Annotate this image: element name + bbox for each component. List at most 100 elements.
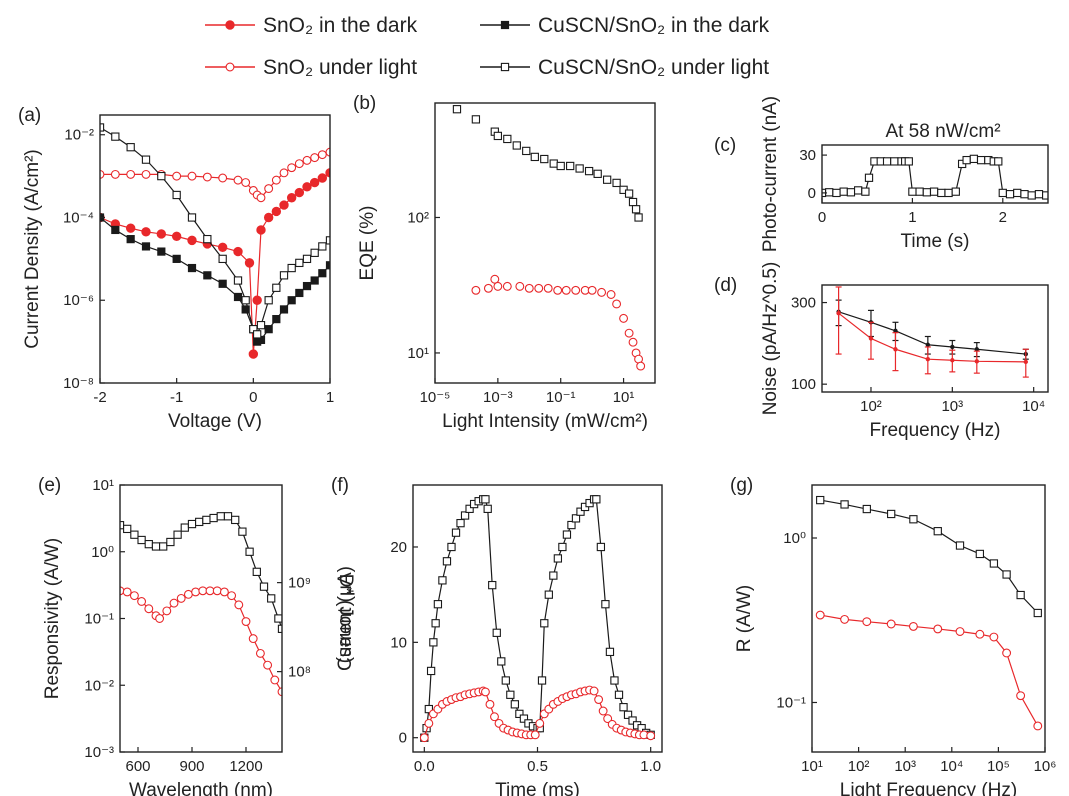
data-point-a-3	[241, 296, 250, 305]
data-point-a-0	[233, 246, 243, 257]
data-point-b-0	[631, 205, 641, 214]
data-point-g-0	[862, 504, 871, 514]
data-point-a-3	[302, 254, 312, 264]
data-point-a-1	[294, 159, 304, 169]
series-group-a	[100, 123, 330, 359]
data-point-b-1	[561, 285, 571, 295]
data-point-f-0	[483, 504, 492, 513]
data-point-f-0	[519, 714, 529, 723]
data-point-b-0	[602, 175, 612, 184]
y-tick-label-g: 10⁻¹	[776, 694, 806, 711]
data-point-b-0	[556, 161, 565, 171]
data-point-a-3	[157, 171, 166, 181]
data-point-g-1	[1033, 721, 1043, 731]
x-tick-label-d: 10²	[860, 398, 882, 415]
legend-marker-1	[500, 20, 510, 30]
x-tick-label-g: 10²	[848, 758, 870, 775]
data-point-f-0	[576, 507, 585, 516]
data-point-b-1	[515, 281, 525, 291]
x-axis-label-f: Time (ms)	[495, 780, 580, 796]
data-point-a-1	[100, 169, 105, 179]
data-point-c-0	[915, 187, 924, 196]
data-point-e-0	[245, 547, 254, 556]
panel-c: 0 1 2 0 30 Time (s) Photo-current (nA) (c) At 58…	[714, 96, 1049, 252]
data-point-a-1	[233, 175, 243, 185]
y-tick-label-e: 10¹	[92, 477, 114, 494]
data-point-b-0	[575, 164, 584, 173]
data-point-f-0	[456, 518, 465, 528]
legend: SnO₂ in the dark CuSCN/SnO₂ in the dark Sn…	[205, 14, 770, 79]
data-point-d-1	[925, 356, 931, 362]
data-point-b-0	[584, 166, 594, 176]
data-point-g-0	[840, 500, 849, 509]
y-tick-label-a: 10⁻⁶	[63, 292, 94, 309]
data-point-c-0	[951, 187, 960, 196]
x-axis-label-e: Wavelength (nm)	[129, 780, 273, 796]
data-point-a-3	[272, 283, 281, 292]
data-point-a-0	[248, 349, 259, 359]
data-point-c-0	[890, 157, 899, 166]
data-point-e-1	[270, 675, 280, 685]
data-point-c-0	[854, 186, 863, 195]
data-point-b-1	[534, 283, 544, 293]
data-point-c-0	[1005, 190, 1015, 199]
data-point-f-0	[429, 638, 438, 647]
data-point-a-2	[141, 242, 151, 251]
data-point-a-1	[202, 172, 212, 182]
x-tick-label-a: -2	[93, 389, 106, 406]
data-point-b-1	[587, 285, 597, 295]
data-point-g-0	[909, 515, 918, 524]
data-point-b-1	[471, 285, 481, 295]
data-point-f-0	[433, 600, 443, 609]
data-point-e-0	[259, 582, 269, 591]
data-point-c-0	[998, 188, 1007, 198]
data-point-a-2	[287, 296, 296, 305]
data-point-a-0	[294, 187, 305, 198]
data-point-f-0	[614, 690, 624, 699]
data-point-d-0	[950, 344, 955, 350]
y2-tick-label-e: 10⁸	[288, 664, 311, 681]
data-point-g-0	[975, 549, 985, 559]
panel-d: 10² 10³ 10⁴ 100 300 Frequency (Hz) Noise (pA/H…	[714, 262, 1049, 441]
data-point-b-1	[628, 337, 638, 347]
legend-label-1: CuSCN/SnO₂ in the dark	[538, 14, 770, 37]
data-point-b-1	[571, 285, 581, 295]
data-point-f-1	[535, 718, 545, 728]
data-point-a-2	[318, 269, 327, 278]
data-point-e-1	[198, 586, 208, 596]
data-point-b-0	[530, 152, 539, 162]
data-point-d-1	[893, 347, 898, 352]
data-point-f-0	[424, 704, 433, 714]
data-point-g-0	[933, 527, 942, 536]
data-point-a-2	[218, 279, 227, 288]
data-point-b-1	[553, 285, 563, 295]
legend-marker-3	[500, 62, 510, 72]
x-axis-label-c: Time (s)	[901, 231, 970, 252]
data-point-a-3	[172, 190, 181, 200]
y-tick-label-f: 20	[390, 539, 407, 556]
series-line-e-1	[120, 590, 282, 693]
data-point-e-0	[144, 539, 153, 549]
data-point-e-0	[180, 523, 189, 532]
data-point-b-0	[512, 141, 521, 150]
data-point-e-1	[263, 660, 273, 670]
x-tick-label-g: 10³	[894, 758, 916, 775]
panel-f: 0.0 0.5 1.0 0 10 20 Time (ms) Current (μA) (f)	[331, 475, 663, 796]
data-point-a-1	[256, 193, 266, 203]
data-point-c-0	[861, 187, 870, 196]
data-point-f-0	[628, 716, 637, 725]
data-point-a-0	[244, 258, 255, 268]
data-point-f-0	[447, 542, 456, 552]
data-point-c-0	[922, 188, 932, 197]
data-point-f-1	[594, 695, 604, 705]
data-point-a-2	[187, 263, 197, 273]
x-tick-label-e: 1200	[229, 758, 262, 775]
data-point-b-0	[549, 159, 558, 168]
data-point-f-0	[537, 676, 547, 685]
x-tick-label-b: 10⁻³	[483, 389, 513, 406]
data-point-e-1	[183, 589, 193, 599]
panel-e: 600 900 1200 10⁻³ 10⁻² 10⁻¹ 10⁰ 10¹ 10⁸ 10⁹ D* (Jo…	[38, 475, 356, 796]
data-point-a-0	[217, 242, 228, 253]
legend-marker-2	[225, 62, 235, 72]
data-point-f-0	[506, 690, 515, 699]
